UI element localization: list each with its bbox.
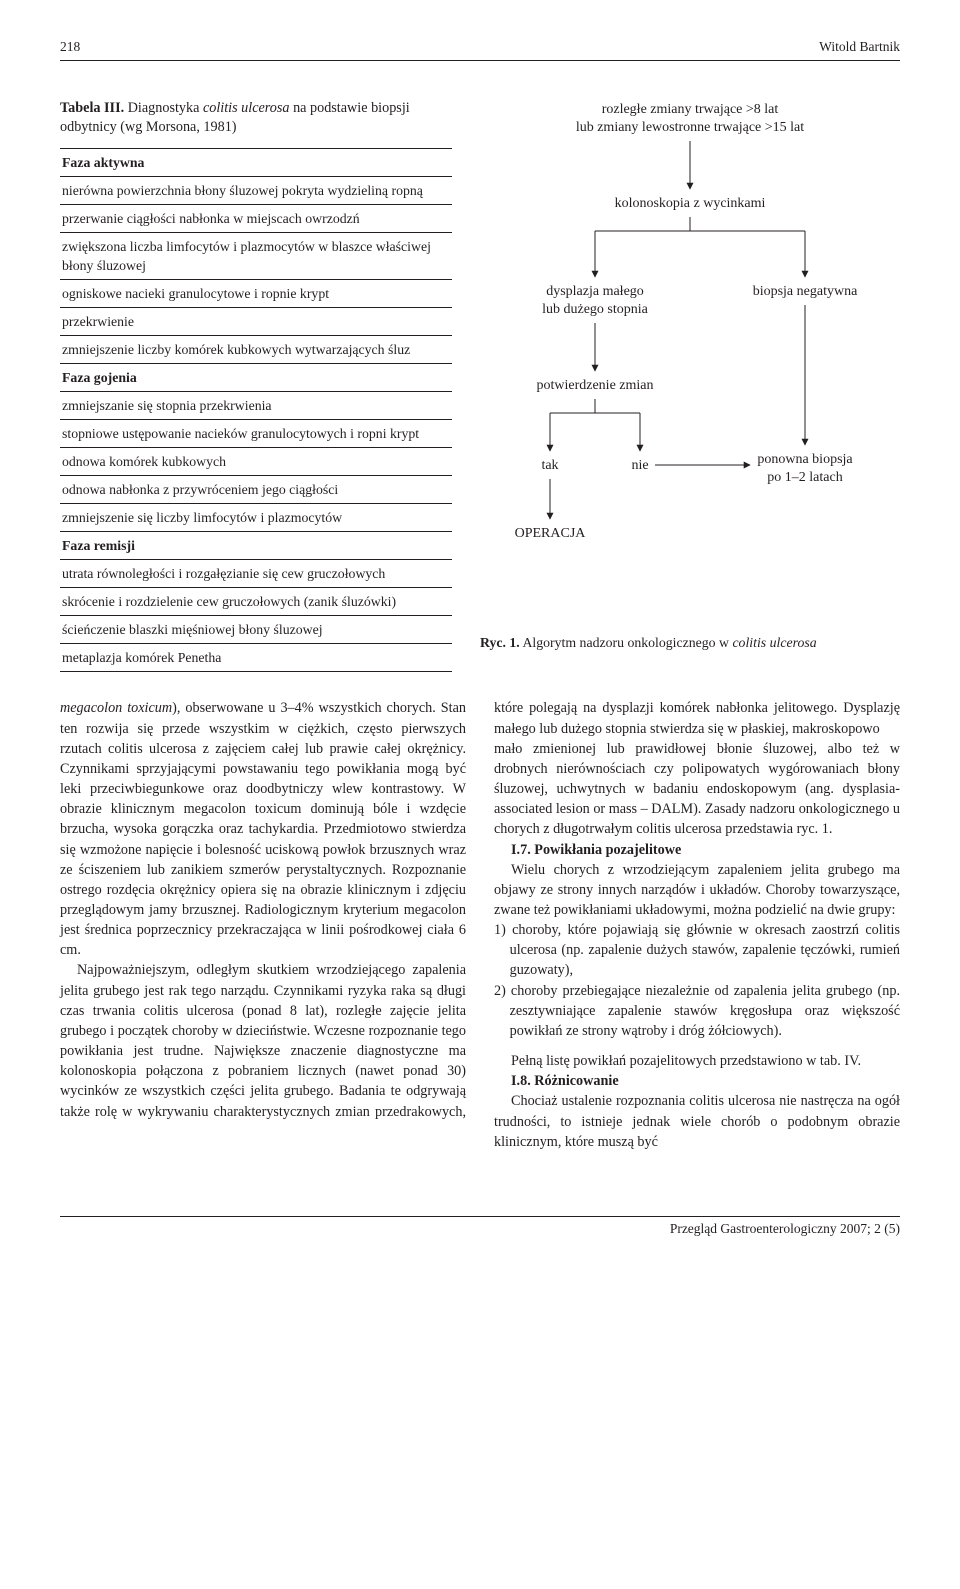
phase-item-cell: przerwanie ciągłości nabłonka w miejscac… (60, 204, 452, 232)
table-row: Faza gojenia (60, 364, 452, 392)
table-row: odnowa nabłonka z przywróceniem jego cią… (60, 476, 452, 504)
phase-item-cell: odnowa nabłonka z przywróceniem jego cią… (60, 476, 452, 504)
table-row: zmniejszenie się liczby limfocytów i pla… (60, 504, 452, 532)
phase-item-cell: nierówna powierzchnia błony śluzowej pok… (60, 176, 452, 204)
svg-text:rozległe zmiany trwające >8 la: rozległe zmiany trwające >8 lat (602, 102, 779, 117)
phase-header-cell: Faza aktywna (60, 148, 452, 176)
table-row: Faza remisji (60, 532, 452, 560)
phase-item-cell: ścieńczenie blaszki mięśniowej błony ślu… (60, 616, 452, 644)
table-row: przerwanie ciągłości nabłonka w miejscac… (60, 204, 452, 232)
table-row: zmniejszanie się stopnia przekrwienia (60, 392, 452, 420)
table-row: ścieńczenie blaszki mięśniowej błony ślu… (60, 616, 452, 644)
table-row: stopniowe ustępowanie nacieków granulocy… (60, 420, 452, 448)
figure-caption: Ryc. 1. Algorytm nadzoru onkologicznego … (480, 633, 900, 652)
phase-item-cell: stopniowe ustępowanie nacieków granulocy… (60, 420, 452, 448)
svg-text:OPERACJA: OPERACJA (515, 526, 587, 541)
page-footer: Przegląd Gastroenterologiczny 2007; 2 (5… (60, 1212, 900, 1239)
body-para-right-1: mało zmienionej lub prawidłowej błonie ś… (494, 739, 900, 840)
svg-text:lub zmiany lewostronne trwając: lub zmiany lewostronne trwające >15 lat (576, 120, 804, 135)
svg-text:po 1–2 latach: po 1–2 latach (767, 470, 842, 485)
phase-item-cell: utrata równoległości i rozgałęzianie się… (60, 560, 452, 588)
phase-table: Faza aktywnanierówna powierzchnia błony … (60, 148, 452, 673)
table-row: przekrwienie (60, 308, 452, 336)
svg-text:nie: nie (631, 458, 648, 473)
table-row: metaplazja komórek Penetha (60, 644, 452, 672)
svg-text:potwierdzenie zmian: potwierdzenie zmian (536, 378, 653, 393)
svg-text:tak: tak (541, 458, 558, 473)
phase-header-cell: Faza remisji (60, 532, 452, 560)
page-header: 218 Witold Bartnik (60, 38, 900, 61)
table-row: zmniejszenie liczby komórek kubkowych wy… (60, 336, 452, 364)
para-i7a: Wielu chorych z wrzodziejącym zapaleniem… (494, 860, 900, 920)
figure-caption-text: Algorytm nadzoru onkologicznego w coliti… (522, 635, 816, 650)
body-columns: megacolon toxicum), obserwowane u 3–4% w… (60, 698, 900, 1151)
heading-i7: I.7. Powikłania pozajelitowe (494, 840, 900, 860)
phase-item-cell: zmniejszenie się liczby limfocytów i pla… (60, 504, 452, 532)
table-row: skrócenie i rozdzielenie cew gruczołowyc… (60, 588, 452, 616)
table-row: utrata równoległości i rozgałęzianie się… (60, 560, 452, 588)
svg-text:biopsja negatywna: biopsja negatywna (753, 284, 858, 299)
phase-item-cell: metaplazja komórek Penetha (60, 644, 452, 672)
figure-label: Ryc. 1. (480, 635, 520, 650)
body-para-left-1: megacolon toxicum), obserwowane u 3–4% w… (60, 698, 466, 960)
svg-text:kolonoskopia z wycinkami: kolonoskopia z wycinkami (615, 196, 766, 211)
flowchart-svg: rozległe zmiany trwające >8 lat lub zmia… (480, 99, 900, 619)
upper-grid: Tabela III. Diagnostyka colitis ulcerosa… (60, 99, 900, 673)
table-row: odnowa komórek kubkowych (60, 448, 452, 476)
table-row: Faza aktywna (60, 148, 452, 176)
table-row: nierówna powierzchnia błony śluzowej pok… (60, 176, 452, 204)
phase-item-cell: ogniskowe nacieki granulocytowe i ropnie… (60, 279, 452, 307)
flowchart: rozległe zmiany trwające >8 lat lub zmia… (480, 99, 900, 673)
phase-item-cell: zwiększona liczba limfocytów i plazmocyt… (60, 232, 452, 279)
svg-text:dysplazja małego: dysplazja małego (546, 284, 644, 299)
phase-item-cell: odnowa komórek kubkowych (60, 448, 452, 476)
phase-item-cell: zmniejszanie się stopnia przekrwienia (60, 392, 452, 420)
heading-i8: I.8. Różnicowanie (494, 1071, 900, 1091)
phase-item-cell: zmniejszenie liczby komórek kubkowych wy… (60, 336, 452, 364)
para-i8: Chociaż ustalenie rozpoznania colitis ul… (494, 1091, 900, 1151)
running-author: Witold Bartnik (819, 38, 900, 57)
table-title: Tabela III. Diagnostyka colitis ulcerosa… (60, 99, 452, 138)
svg-text:lub dużego stopnia: lub dużego stopnia (542, 302, 649, 317)
table-row: zwiększona liczba limfocytów i plazmocyt… (60, 232, 452, 279)
page-number: 218 (60, 38, 80, 57)
para-i7b: Pełną listę powikłań pozajelitowych prze… (494, 1051, 900, 1071)
journal-ref: Przegląd Gastroenterologiczny 2007; 2 (5… (670, 1220, 900, 1239)
phase-header-cell: Faza gojenia (60, 364, 452, 392)
table-label: Tabela III. (60, 100, 124, 116)
list-item-2: 2) choroby przebiegające niezależnie od … (494, 981, 900, 1041)
phase-item-cell: skrócenie i rozdzielenie cew gruczołowyc… (60, 588, 452, 616)
table-3-block: Tabela III. Diagnostyka colitis ulcerosa… (60, 99, 452, 673)
svg-text:ponowna biopsja: ponowna biopsja (757, 452, 853, 467)
phase-item-cell: przekrwienie (60, 308, 452, 336)
table-row: ogniskowe nacieki granulocytowe i ropnie… (60, 279, 452, 307)
list-item-1: 1) choroby, które pojawiają się głównie … (494, 920, 900, 980)
